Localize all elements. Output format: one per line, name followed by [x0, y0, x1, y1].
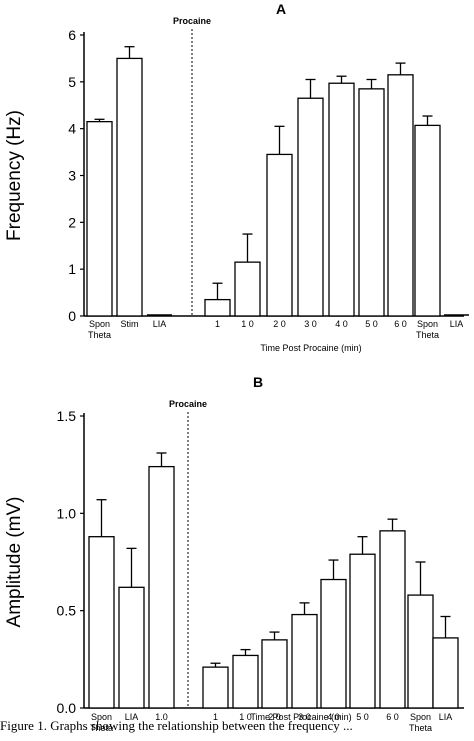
bar [407, 594, 434, 709]
x-tick-label: 1 [213, 712, 218, 722]
procaine-annotation: Procaine [173, 16, 211, 26]
y-tick-label: 0.0 [57, 700, 77, 716]
y-tick-label: 0 [68, 308, 76, 324]
bar [432, 637, 459, 709]
bar [266, 153, 293, 317]
x-tick-label-line2: Theta [88, 330, 111, 340]
x-tick-label: 3 0 [304, 319, 317, 329]
x-tick-label: 3 0 [298, 712, 311, 722]
bar [232, 654, 259, 709]
bar [148, 465, 175, 709]
y-tick-label: 0.5 [57, 603, 77, 619]
x-tick-label: 4 0 [327, 712, 340, 722]
procaine-annotation: Procaine [169, 399, 207, 409]
y-tick-label: 5 [68, 74, 76, 90]
bar [320, 578, 347, 709]
y-tick-label: 1.5 [57, 408, 77, 424]
panel-title: B [253, 374, 263, 390]
x-tick-label: Spon [91, 712, 112, 722]
x-tick-label: Stim [121, 319, 139, 329]
bar [349, 553, 376, 709]
bar [379, 530, 406, 709]
x-tick-label: 5 0 [356, 712, 369, 722]
y-axis-label: Amplitude (mV) [4, 497, 25, 628]
bar [387, 74, 414, 317]
x-tick-label: 1 [215, 319, 220, 329]
bar [291, 613, 318, 709]
y-tick-label: 1 [68, 261, 76, 277]
bar [118, 586, 145, 709]
x-tick-label: LIA [450, 319, 464, 329]
x-tick-label: 2 0 [268, 712, 281, 722]
x-tick-label: 2 0 [273, 319, 286, 329]
y-tick-label: 1.0 [57, 505, 77, 521]
x-axis-label: Time Post Procaine (min) [260, 343, 361, 353]
x-tick-label: 1 0 [241, 319, 254, 329]
x-tick-label-line2: Theta [409, 723, 432, 733]
y-axis-label: Frequency (Hz) [4, 110, 25, 241]
bar [204, 298, 231, 317]
x-tick-label: LIA [153, 319, 167, 329]
bar [358, 88, 385, 317]
bar [414, 124, 441, 317]
bar [86, 120, 113, 317]
x-tick-label-line2: Theta [90, 723, 113, 733]
figure-caption: Figure 1. Graphs showing the relationshi… [0, 718, 353, 733]
x-tick-label-line2: Theta [416, 330, 439, 340]
x-tick-label: 6 0 [386, 712, 399, 722]
x-tick-label: 1.0 [155, 712, 168, 722]
x-tick-label: Spon [89, 319, 110, 329]
x-tick-label: Spon [417, 319, 438, 329]
x-tick-label: 1 0 [239, 712, 252, 722]
y-tick-label: 3 [68, 168, 76, 184]
y-tick-label: 4 [68, 121, 76, 137]
x-tick-label: LIA [125, 712, 139, 722]
x-tick-label: 5 0 [365, 319, 378, 329]
y-tick-label: 2 [68, 214, 76, 230]
bar [261, 639, 288, 709]
x-tick-label: Spon [410, 712, 431, 722]
bar [202, 666, 229, 709]
y-tick-label: 6 [68, 27, 76, 43]
bar [116, 57, 143, 317]
bar [328, 82, 355, 317]
bar [297, 97, 324, 317]
x-tick-label: 4 0 [335, 319, 348, 329]
panel-title: A [276, 1, 286, 17]
x-tick-label: LIA [439, 712, 453, 722]
bar [234, 261, 261, 317]
x-axis-label: Time Post Procaine (min) [250, 712, 351, 722]
bar [88, 536, 115, 709]
x-tick-label: 6 0 [394, 319, 407, 329]
